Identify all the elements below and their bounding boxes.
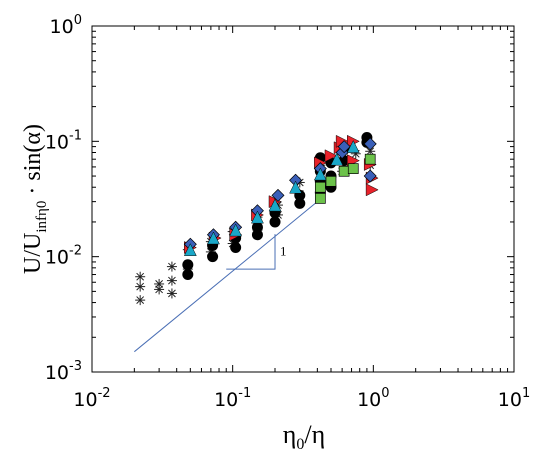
data-point-star-26-stroke-3 [366, 147, 375, 156]
y-tick-label-3: 100 [50, 13, 82, 38]
data-point-star-0-stroke-3 [136, 296, 145, 305]
slope-reference: 1 [134, 201, 318, 353]
y-tick-label-2: 10-1 [45, 128, 82, 153]
data-point-diamond-10 [363, 169, 377, 183]
x-axis-label-subscript: 0 [296, 436, 304, 453]
data-point-diamond-9 [363, 137, 377, 151]
data-point-triangle-up-1 [207, 231, 220, 245]
data-point-star-4 [154, 278, 165, 289]
data-point-circle-4 [230, 242, 242, 254]
y-tick-label-0-exponent: -3 [69, 359, 82, 374]
x-tick-label-0: 10-2 [73, 386, 110, 411]
y-tick-label-3-base: 10 [50, 16, 74, 38]
x-axis-label: η0/η [283, 420, 325, 453]
y-axis-label-tail: · sin(α) [20, 124, 46, 201]
data-point-star-2-stroke-3 [136, 272, 145, 281]
x-tick-label-3-exponent: 1 [522, 386, 530, 401]
data-point-triangle-up-5 [289, 180, 302, 194]
data-point-star-7 [166, 261, 177, 272]
data-point-star-0 [135, 295, 146, 306]
y-tick-label-1-base: 10 [45, 247, 69, 269]
y-tick-label-1-exponent: -2 [69, 244, 82, 259]
slope-triangle [226, 234, 276, 270]
x-tick-label-1-exponent: -1 [238, 386, 251, 401]
data-point-star-5-stroke-3 [168, 289, 176, 298]
data-point-circle-10 [294, 197, 306, 209]
y-tick-label-0-base: 10 [45, 362, 69, 384]
data-point-diamond-4 [271, 188, 285, 202]
x-tick-label-2-base: 10 [357, 389, 381, 411]
data-point-triangle-up-7 [330, 152, 344, 166]
data-point-star-2 [135, 271, 146, 282]
data-point-star-6-stroke-3 [168, 276, 176, 285]
data-point-star-6 [166, 275, 177, 286]
x-tick-label-2: 100 [357, 386, 389, 411]
data-point-triangle-right-6 [324, 149, 338, 163]
data-point-star-3-stroke-3 [155, 285, 164, 294]
y-tick-label-3-exponent: 0 [74, 13, 82, 28]
data-point-triangle-up-4 [268, 198, 282, 212]
y-tick-label-1: 10-2 [45, 244, 82, 269]
x-tick-label-0-base: 10 [73, 389, 97, 411]
y-tick-label-0: 10-3 [45, 359, 82, 384]
y-axis-label-subscript: infη0 [34, 201, 50, 233]
data-point-square-2 [325, 175, 337, 187]
slope-reference-line [134, 201, 318, 353]
x-axis-label-eta: η [283, 420, 297, 449]
data-point-square-0 [314, 193, 326, 204]
axis-ticks [91, 25, 515, 373]
data-points [135, 131, 379, 306]
data-point-circle-1 [182, 259, 194, 271]
x-tick-label-2-exponent: 0 [381, 386, 389, 401]
data-point-star-5 [166, 288, 177, 299]
data-point-star-1-stroke-3 [136, 282, 145, 291]
data-point-star-1 [135, 281, 146, 292]
y-tick-label-2-base: 10 [45, 131, 69, 153]
x-tick-label-1-base: 10 [214, 389, 238, 411]
data-point-triangle-up-0 [183, 243, 197, 256]
plot-frame [91, 25, 515, 373]
y-axis-label: U/Uinfη0 · sin(α) [20, 124, 50, 274]
data-point-triangle-right-13 [365, 183, 379, 197]
data-point-square-1 [314, 181, 326, 193]
slope-triangle-label: 1 [280, 244, 287, 259]
data-point-star-7-stroke-3 [168, 262, 176, 271]
data-point-circle-0 [182, 269, 194, 281]
x-tick-label-3-base: 10 [498, 389, 522, 411]
data-point-circle-8 [269, 216, 281, 228]
y-axis-label-main: U/U [20, 233, 46, 274]
data-point-star-4-stroke-3 [155, 280, 164, 288]
x-tick-label-1: 10-1 [214, 386, 251, 411]
x-tick-label-0-exponent: -2 [98, 386, 111, 401]
data-point-square-3 [338, 165, 350, 177]
x-tick-labels: 10-2 10-1 100 101 [73, 386, 530, 411]
x-tick-label-3: 101 [498, 386, 530, 411]
data-point-triangle-up-8 [346, 140, 360, 153]
data-point-circle-2 [207, 251, 219, 263]
y-tick-label-2-exponent: -1 [69, 128, 82, 143]
data-point-triangle-up-3 [251, 210, 264, 224]
data-point-square-4 [347, 163, 359, 174]
data-point-triangle-up-2 [229, 223, 243, 237]
data-point-triangle-up-6 [313, 167, 327, 181]
data-point-diamond-8 [337, 140, 351, 154]
data-point-circle-7 [251, 221, 263, 233]
x-axis-label-rest: /η [304, 420, 325, 449]
data-point-square-5 [364, 153, 376, 165]
